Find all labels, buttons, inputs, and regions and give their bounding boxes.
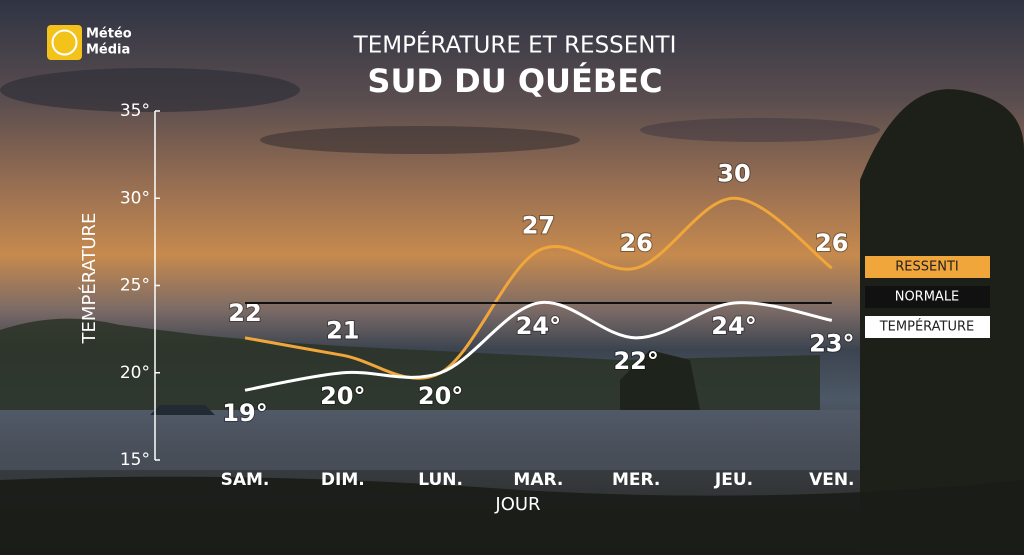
data-label: 24° [711, 312, 756, 340]
series-line [244, 300, 833, 392]
data-label: 26 [815, 229, 848, 257]
y-axis-label: TEMPÉRATURE [78, 213, 100, 345]
x-tick-label: LUN. [418, 470, 463, 490]
x-tick-label: MAR. [513, 470, 563, 490]
data-label: 24° [516, 312, 561, 340]
legend-swatch [865, 286, 990, 308]
x-tick-label: DIM. [321, 470, 365, 490]
x-tick-label: VEN. [809, 470, 854, 490]
y-tick-label: 15° [120, 450, 150, 470]
x-tick-label: MER. [612, 470, 660, 490]
data-label: 22° [613, 347, 658, 375]
legend-label: RESSENTI [895, 260, 958, 275]
data-label: 20° [320, 382, 365, 410]
y-tick-label: 25° [120, 276, 150, 296]
data-label: 23° [809, 329, 854, 357]
legend-swatch [865, 256, 990, 278]
data-label: 30 [717, 159, 750, 187]
data-label: 20° [418, 382, 463, 410]
data-label: 21 [326, 316, 359, 344]
data-label: 26 [619, 229, 652, 257]
y-tick-label: 20° [120, 363, 150, 383]
legend-swatch [865, 316, 990, 338]
data-label: 27 [522, 212, 555, 240]
y-tick-label: 30° [120, 188, 150, 208]
series-line [244, 196, 833, 380]
logo-globe [51, 29, 78, 56]
chart-subtitle: SUD DU QUÉBEC [367, 62, 662, 100]
scenery [0, 68, 1024, 555]
logo-text: Météo [86, 27, 132, 42]
chart-title: TEMPÉRATURE ET RESSENTI [353, 31, 677, 59]
legend-label: NORMALE [895, 290, 960, 305]
data-label: 19° [222, 399, 267, 427]
y-tick-label: 35° [120, 101, 150, 121]
legend-label: TEMPÉRATURE [879, 319, 975, 335]
x-tick-label: JEU. [714, 470, 753, 490]
logo-text: Média [86, 43, 130, 58]
x-tick-label: SAM. [221, 470, 270, 490]
x-axis-label: JOUR [494, 494, 540, 515]
